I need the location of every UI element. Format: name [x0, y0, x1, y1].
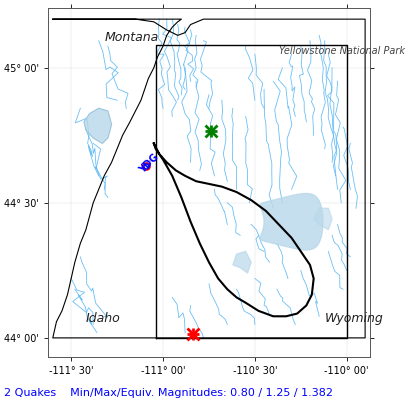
Text: Yellowstone National Park: Yellowstone National Park: [278, 46, 404, 56]
Text: YDG: YDG: [137, 152, 160, 175]
Text: Wyoming: Wyoming: [324, 312, 382, 325]
Polygon shape: [232, 252, 251, 273]
Polygon shape: [313, 208, 331, 230]
Text: Idaho: Idaho: [85, 312, 120, 325]
Text: Montana: Montana: [104, 31, 158, 44]
Polygon shape: [84, 108, 111, 144]
Polygon shape: [53, 19, 364, 338]
Polygon shape: [259, 194, 322, 250]
Text: 2 Quakes    Min/Max/Equiv. Magnitudes: 0.80 / 1.25 / 1.382: 2 Quakes Min/Max/Equiv. Magnitudes: 0.80…: [4, 388, 332, 398]
